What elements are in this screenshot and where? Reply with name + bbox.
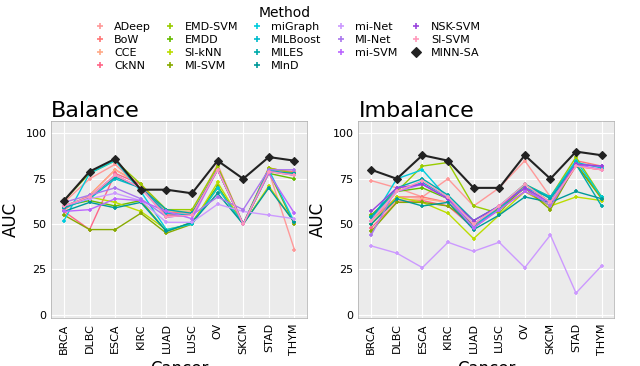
Legend: ADeep, BoW, CCE, CkNN, EMD-SVM, EMDD, SI-kNN, MI-SVM, miGraph, MILBoost, MILES, : ADeep, BoW, CCE, CkNN, EMD-SVM, EMDD, SI… bbox=[89, 5, 481, 71]
X-axis label: Cancer: Cancer bbox=[457, 361, 516, 366]
X-axis label: Cancer: Cancer bbox=[150, 361, 209, 366]
Text: Balance: Balance bbox=[51, 101, 140, 121]
Text: Imbalance: Imbalance bbox=[358, 101, 474, 121]
Y-axis label: AUC: AUC bbox=[2, 202, 20, 237]
Y-axis label: AUC: AUC bbox=[309, 202, 327, 237]
